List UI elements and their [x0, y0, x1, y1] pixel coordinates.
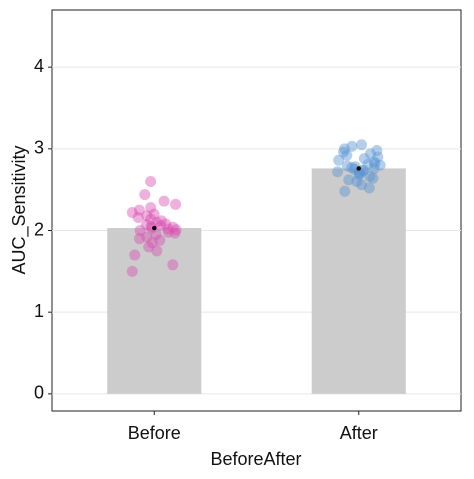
data-point: [356, 179, 368, 191]
bar: [311, 168, 406, 394]
data-point: [162, 226, 174, 238]
data-point: [129, 249, 141, 261]
bar: [107, 228, 202, 394]
data-point: [140, 219, 152, 231]
data-point: [170, 198, 182, 210]
data-point: [154, 234, 166, 246]
x-axis-title: BeforeAfter: [210, 449, 301, 469]
data-point: [364, 148, 376, 160]
data-point: [346, 140, 358, 152]
data-point: [158, 195, 170, 207]
data-point: [145, 176, 157, 188]
data-point: [145, 202, 157, 214]
data-point: [155, 215, 167, 227]
data-point: [167, 259, 179, 271]
data-point: [338, 146, 350, 158]
data-point: [374, 159, 386, 171]
data-point: [354, 167, 366, 179]
data-point: [358, 153, 370, 165]
data-point: [362, 158, 374, 170]
mean-dot: [356, 166, 361, 171]
data-point: [160, 218, 172, 230]
data-point: [151, 245, 163, 257]
data-point: [353, 169, 365, 181]
data-point: [162, 223, 174, 235]
data-point: [141, 210, 153, 222]
x-tick-label: Before: [128, 423, 181, 443]
data-point: [363, 182, 375, 194]
data-point: [143, 241, 155, 253]
y-tick-label: 0: [34, 383, 44, 403]
data-point: [341, 149, 353, 161]
data-point: [134, 225, 146, 237]
data-point: [368, 162, 380, 174]
data-point: [146, 237, 158, 249]
mean-dot: [152, 225, 157, 231]
data-point: [358, 164, 370, 176]
y-axis-title: AUC_Sensitivity: [9, 145, 30, 274]
data-point: [170, 224, 182, 236]
data-point: [354, 167, 366, 179]
data-point: [372, 151, 384, 163]
y-tick-label: 3: [34, 138, 44, 158]
data-point: [169, 227, 181, 239]
data-point: [339, 185, 351, 197]
data-point: [151, 216, 163, 228]
data-point: [371, 144, 383, 156]
data-point: [343, 174, 355, 186]
data-point: [148, 208, 160, 220]
data-point: [146, 222, 158, 234]
data-point: [139, 189, 151, 201]
y-tick-label: 2: [34, 219, 44, 239]
data-point: [133, 204, 145, 216]
data-point: [132, 211, 144, 223]
data-point: [341, 160, 353, 172]
data-point: [356, 139, 368, 151]
data-point: [339, 143, 351, 155]
data-point: [145, 213, 157, 225]
data-point: [332, 166, 344, 178]
y-tick-label: 4: [34, 56, 44, 76]
data-point: [364, 171, 376, 183]
data-point: [150, 229, 162, 241]
data-point: [367, 172, 379, 184]
data-point: [346, 162, 358, 174]
data-point: [141, 231, 153, 243]
data-point: [333, 154, 345, 166]
data-point: [348, 163, 360, 175]
data-point: [167, 221, 179, 233]
data-point: [155, 220, 167, 232]
y-tick-label: 1: [34, 301, 44, 321]
data-point: [126, 265, 138, 277]
data-point: [369, 158, 381, 170]
x-tick-label: After: [340, 423, 378, 443]
data-point: [368, 156, 380, 168]
data-point: [134, 233, 146, 245]
data-point: [126, 207, 138, 219]
data-point: [351, 176, 363, 188]
